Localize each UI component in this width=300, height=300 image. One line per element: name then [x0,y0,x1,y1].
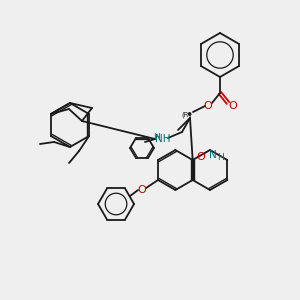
Text: O: O [196,152,205,162]
Text: N: N [209,150,217,160]
Text: •: • [185,110,193,122]
Text: O: O [138,185,146,195]
Text: O: O [229,101,237,111]
Text: NH: NH [155,134,171,144]
Text: O: O [204,101,212,111]
Text: H: H [154,133,160,142]
Text: (R): (R) [181,112,191,118]
Text: H: H [217,154,224,163]
